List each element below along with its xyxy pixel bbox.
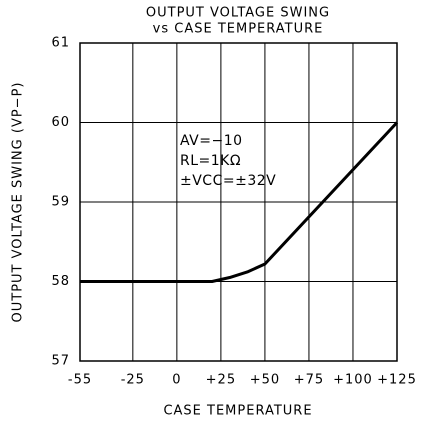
- annotation: ±VCC=±32V: [180, 173, 276, 189]
- x-tick-label: +125: [377, 373, 417, 388]
- y-tick-label: 59: [51, 195, 70, 210]
- y-tick-label: 58: [51, 274, 70, 289]
- x-tick-label: +50: [250, 373, 280, 388]
- x-tick-label: +100: [333, 373, 373, 388]
- chart-title: OUTPUT VOLTAGE SWING: [146, 6, 330, 21]
- plot-frame: [79, 42, 398, 362]
- x-tick-label: -25: [121, 373, 145, 388]
- x-tick-label: +75: [294, 373, 324, 388]
- x-tick-label: 0: [172, 373, 181, 388]
- y-tick-label: 57: [51, 354, 70, 369]
- line-series: [80, 121, 399, 283]
- y-axis-label: OUTPUT VOLTAGE SWING (VP−P): [11, 82, 26, 323]
- chart-subtitle: vs CASE TEMPERATURE: [153, 22, 324, 37]
- annotation: RL=1KΩ: [180, 153, 241, 169]
- annotation: AV=−10: [180, 133, 243, 149]
- x-tick-label: +25: [206, 373, 236, 388]
- y-tick-label: 61: [51, 36, 70, 51]
- y-tick-label: 60: [51, 115, 70, 130]
- x-axis-label: CASE TEMPERATURE: [163, 404, 312, 419]
- x-tick-label: -55: [68, 373, 92, 388]
